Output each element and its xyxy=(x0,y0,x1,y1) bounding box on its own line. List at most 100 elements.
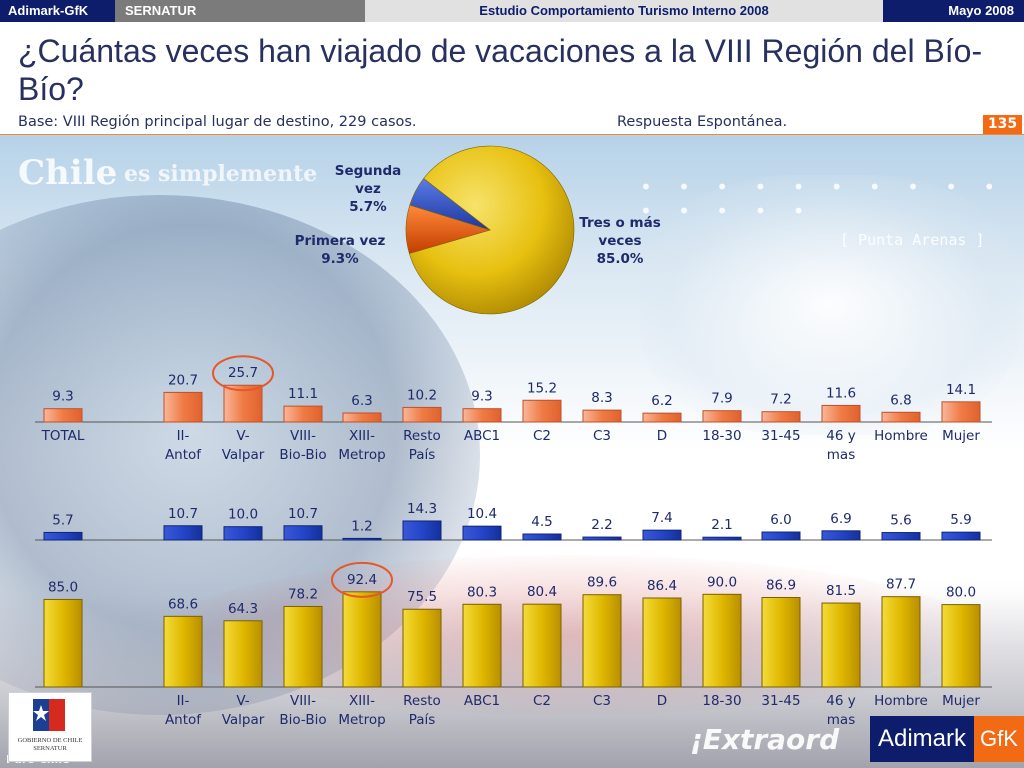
category-label: Antof xyxy=(165,712,202,728)
bar-segunda xyxy=(821,530,861,541)
bar-value-label: 7.9 xyxy=(711,391,732,407)
bar-value-label: 20.7 xyxy=(168,372,198,388)
category-label: Valpar xyxy=(222,712,265,728)
bar-primera xyxy=(223,384,263,423)
page-number-badge: 135 xyxy=(983,115,1022,134)
bar-value-label: 10.0 xyxy=(228,507,258,523)
category-label: mas xyxy=(827,712,855,728)
category-label: 18-30 xyxy=(702,428,741,444)
bar-value-label: 1.2 xyxy=(351,518,372,534)
pie-slice-tres xyxy=(408,145,575,315)
bar-tres xyxy=(342,591,382,688)
bar-primera xyxy=(342,412,382,423)
category-label: Bio-Bio xyxy=(279,712,326,728)
bar-value-label: 9.3 xyxy=(471,389,492,405)
bar-primera xyxy=(761,411,801,423)
tagline-label: ¡Extraord xyxy=(690,723,840,756)
bar-value-label: 86.4 xyxy=(647,578,677,594)
bar-value-label: 80.3 xyxy=(467,584,497,600)
slide-header: ¿Cuántas veces han viajado de vacaciones… xyxy=(0,22,1024,136)
pie-label-line: Segunda xyxy=(334,163,402,179)
bar-segunda xyxy=(761,531,801,541)
top-bar: Adimark-GfK SERNATUR Estudio Comportamie… xyxy=(0,0,1024,22)
category-label: Metrop xyxy=(338,447,385,463)
bar-value-label: 80.4 xyxy=(527,584,557,600)
bar-tres xyxy=(522,603,562,688)
gobierno-text: GOBIERNO DE CHILE xyxy=(17,737,83,744)
category-label: Antof xyxy=(165,447,202,463)
bar-segunda xyxy=(881,532,921,541)
category-label: 31-45 xyxy=(761,428,800,444)
bar-tres xyxy=(43,598,83,688)
category-label: C3 xyxy=(593,428,611,444)
bar-value-label: 85.0 xyxy=(48,579,78,595)
bar-value-label: 10.4 xyxy=(467,506,497,522)
category-label: C2 xyxy=(533,693,551,709)
category-label: XIII- xyxy=(349,693,375,709)
bar-primera xyxy=(941,401,981,423)
bar-value-label: 86.9 xyxy=(766,577,796,593)
bar-segunda xyxy=(223,526,263,541)
slogan-simple: es simplemente xyxy=(124,161,318,187)
bar-value-label: 4.5 xyxy=(531,514,552,530)
place-label: [ Punta Arenas ] xyxy=(840,231,985,249)
bar-value-label: 7.2 xyxy=(770,392,791,408)
category-label: ABC1 xyxy=(464,693,500,709)
study-title: Estudio Comportamiento Turismo Interno 2… xyxy=(365,0,883,22)
bar-value-label: 11.1 xyxy=(288,386,318,402)
bar-segunda xyxy=(522,533,562,541)
bar-tres xyxy=(163,615,203,688)
category-label: Valpar xyxy=(222,447,265,463)
bar-value-label: 10.2 xyxy=(407,387,437,403)
bar-value-label: 5.6 xyxy=(890,513,911,529)
bar-value-label: 2.2 xyxy=(591,517,612,533)
bar-tres xyxy=(702,593,742,688)
bar-segunda xyxy=(462,525,502,541)
bar-value-label: 15.2 xyxy=(527,380,557,396)
bar-value-label: 81.5 xyxy=(826,583,856,599)
pie-label-line: Primera vez xyxy=(294,233,386,249)
bar-primera xyxy=(402,406,442,423)
category-label: 46 y xyxy=(826,693,855,709)
bar-segunda xyxy=(43,531,83,541)
response-type-note: Respuesta Espontánea. xyxy=(617,114,788,130)
category-label: 18-30 xyxy=(702,693,741,709)
bar-primera xyxy=(163,391,203,423)
bar-tres xyxy=(402,608,442,688)
bar-tres xyxy=(283,605,323,688)
bar-primera xyxy=(283,405,323,423)
category-label: C2 xyxy=(533,428,551,444)
bar-primera xyxy=(522,399,562,423)
category-label: 46 y xyxy=(826,428,855,444)
pie-label-value: 9.3% xyxy=(321,251,359,267)
bar-value-label: 25.7 xyxy=(228,365,258,381)
category-label: Resto xyxy=(403,693,441,709)
date-label: Mayo 2008 xyxy=(883,0,1024,22)
bar-segunda xyxy=(642,529,682,541)
slide-title: ¿Cuántas veces han viajado de vacaciones… xyxy=(18,33,983,107)
bar-tres xyxy=(941,604,981,688)
bar-value-label: 14.3 xyxy=(407,501,437,517)
category-label: País xyxy=(409,712,436,728)
bar-tres xyxy=(761,596,801,688)
bar-value-label: 80.0 xyxy=(946,585,976,601)
category-label: Metrop xyxy=(338,712,385,728)
bar-primera xyxy=(582,409,622,423)
category-label: Hombre xyxy=(874,428,928,444)
bar-primera xyxy=(642,412,682,423)
bar-value-label: 5.9 xyxy=(950,512,971,528)
bar-value-label: 14.1 xyxy=(946,382,976,398)
bar-value-label: 6.3 xyxy=(351,393,372,409)
category-label: 31-45 xyxy=(761,693,800,709)
bar-segunda xyxy=(941,531,981,541)
bar-primera xyxy=(702,410,742,423)
pie-slice-segunda xyxy=(409,178,491,231)
bar-segunda xyxy=(283,525,323,541)
category-label: VIII- xyxy=(290,428,316,444)
sernatur-text: SERNATUR xyxy=(33,745,67,752)
gfk-text: GfK xyxy=(974,716,1024,762)
bar-value-label: 6.2 xyxy=(651,393,672,409)
bar-segunda xyxy=(342,537,382,541)
category-label: D xyxy=(657,693,667,709)
category-label: Bio-Bio xyxy=(279,447,326,463)
